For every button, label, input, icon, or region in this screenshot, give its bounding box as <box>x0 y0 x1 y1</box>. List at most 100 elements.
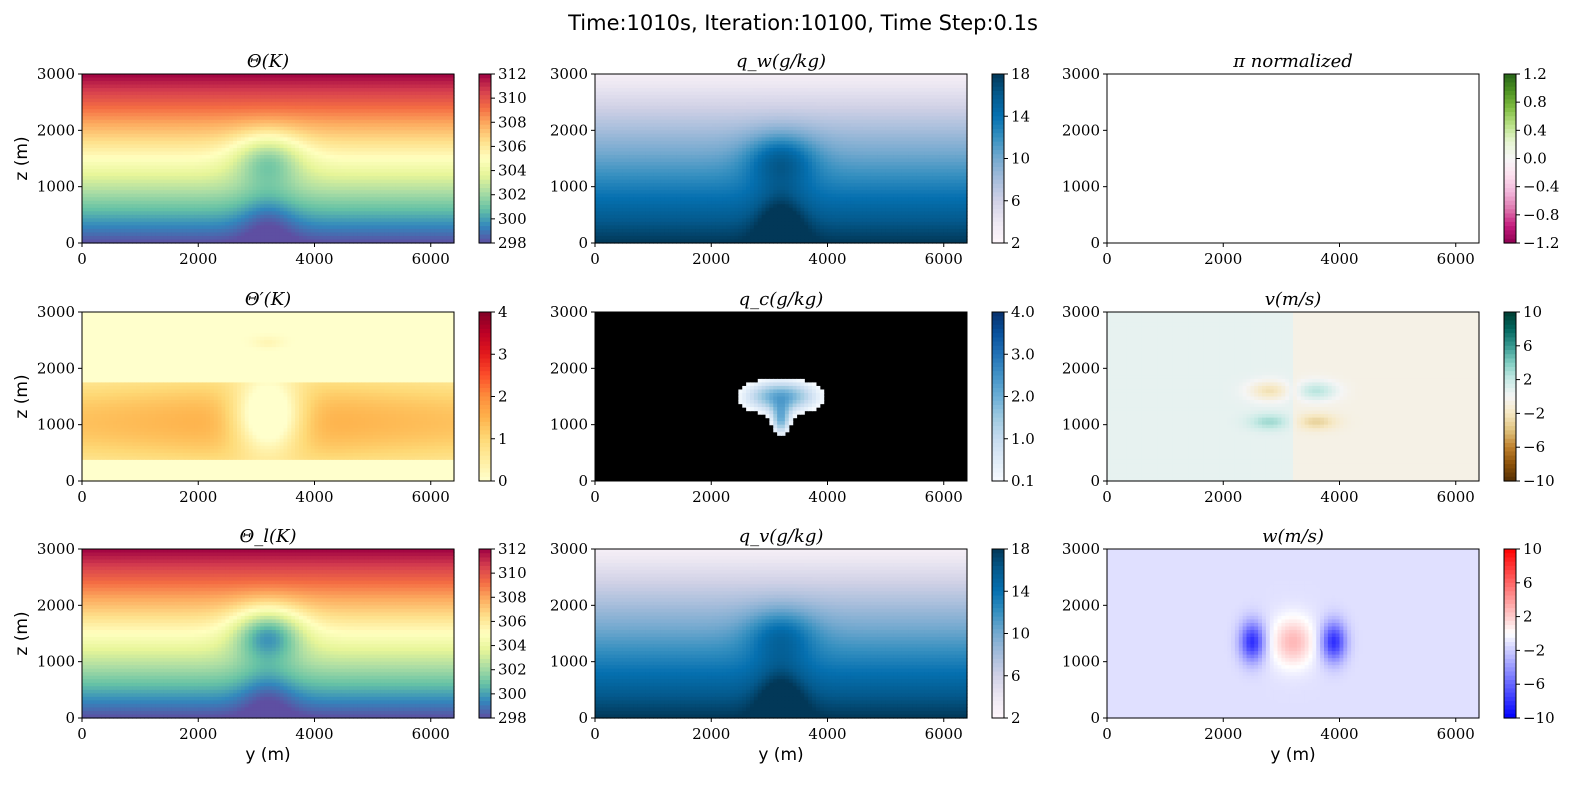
colorbar-tick-label: 2 <box>1011 234 1021 252</box>
colorbar-tick-label: 10 <box>1523 540 1542 558</box>
y-tick-label: 2000 <box>1062 359 1100 377</box>
colorbar: 2 6 10 14 18 <box>992 65 1030 252</box>
x-tick-label: 4000 <box>295 725 333 743</box>
x-tick-label: 6000 <box>412 725 450 743</box>
panel-title: v(m/s) <box>1265 289 1322 310</box>
colorbar-tick-label: −2 <box>1523 404 1545 422</box>
colorbar-tick-label: 300 <box>498 210 527 228</box>
colorbar-tick-label: 306 <box>498 612 527 630</box>
colorbar-tick-label: −10 <box>1523 472 1555 490</box>
colorbar-tick-label: 308 <box>498 588 527 606</box>
colorbar-tick-label: 2 <box>498 388 508 406</box>
heatmap-qc <box>595 312 967 481</box>
colorbar-tick-label: 6 <box>1011 192 1021 210</box>
colorbar-tick-label: 2 <box>1523 371 1533 389</box>
y-tick-label: 1000 <box>37 416 75 434</box>
colorbar-tick-label: 14 <box>1011 107 1030 125</box>
colorbar-tick-label: −0.8 <box>1523 206 1559 224</box>
x-tick-label: 0 <box>77 725 87 743</box>
y-tick-label: 2000 <box>37 596 75 614</box>
x-tick-label: 6000 <box>412 488 450 506</box>
y-tick-label: 1000 <box>37 178 75 196</box>
y-tick-label: 1000 <box>550 653 588 671</box>
colorbar-tick-label: 10 <box>1011 150 1030 168</box>
x-tick-label: 0 <box>590 725 600 743</box>
colorbar-tick-label: 0.4 <box>1523 121 1547 139</box>
x-tick-label: 4000 <box>295 488 333 506</box>
x-tick-label: 2000 <box>1204 250 1242 268</box>
colorbar-tick-label: 14 <box>1011 582 1030 600</box>
colorbar-tick-label: 2 <box>1011 709 1021 727</box>
y-axis-label: z (m) <box>12 136 32 180</box>
colorbar-tick-label: 18 <box>1011 65 1030 83</box>
y-tick-label: 0 <box>578 709 588 727</box>
x-tick-label: 2000 <box>179 725 217 743</box>
x-tick-label: 0 <box>1102 725 1112 743</box>
x-tick-label: 4000 <box>295 250 333 268</box>
x-tick-label: 6000 <box>925 250 963 268</box>
y-tick-label: 3000 <box>37 540 75 558</box>
y-tick-label: 0 <box>578 472 588 490</box>
y-tick-label: 1000 <box>550 178 588 196</box>
colorbar-tick-label: 302 <box>498 661 527 679</box>
y-axis-label: z (m) <box>12 374 32 418</box>
colorbar-tick-label: −2 <box>1523 641 1545 659</box>
panel-qc: q_c(g/kg)0 2000 4000 600001000200030000.11.… <box>550 289 1035 506</box>
heatmap-v <box>1107 312 1480 482</box>
x-tick-label: 6000 <box>1437 488 1475 506</box>
y-tick-label: 1000 <box>550 416 588 434</box>
y-tick-label: 2000 <box>1062 596 1100 614</box>
colorbar-tick-label: 0.0 <box>1523 150 1547 168</box>
x-tick-label: 0 <box>590 488 600 506</box>
colorbar-tick-label: 6 <box>1523 337 1533 355</box>
panel-title: w(m/s) <box>1262 526 1324 547</box>
y-tick-label: 3000 <box>37 65 75 83</box>
colorbar-tick-label: 0.1 <box>1011 472 1035 490</box>
colorbar: −1.2−0.8−0.40.00.40.81.2 <box>1504 65 1559 252</box>
colorbar-tick-label: 1.0 <box>1011 430 1035 448</box>
colorbar-tick-label: −0.4 <box>1523 178 1559 196</box>
colorbar-tick-label: 310 <box>498 564 527 582</box>
colorbar-tick-label: 312 <box>498 65 527 83</box>
x-tick-label: 4000 <box>1320 488 1358 506</box>
y-tick-label: 2000 <box>550 596 588 614</box>
x-tick-label: 0 <box>77 488 87 506</box>
heatmap-qw <box>595 74 968 244</box>
panel-title: q_c(g/kg) <box>739 289 824 310</box>
x-tick-label: 2000 <box>1204 725 1242 743</box>
colorbar-tick-label: 298 <box>498 234 527 252</box>
y-tick-label: 1000 <box>1062 178 1100 196</box>
panel-title: Θ(K) <box>247 51 289 72</box>
x-tick-label: 6000 <box>925 725 963 743</box>
colorbar-tick-label: 0.8 <box>1523 93 1547 111</box>
x-tick-label: 4000 <box>1320 250 1358 268</box>
x-tick-label: 0 <box>590 250 600 268</box>
x-tick-label: 2000 <box>692 488 730 506</box>
x-tick-label: 2000 <box>179 250 217 268</box>
x-tick-label: 6000 <box>925 488 963 506</box>
panel-qw: q_w(g/kg)0 2000 4000 6000010002000300026101… <box>550 51 1030 268</box>
y-tick-label: 1000 <box>1062 416 1100 434</box>
x-tick-label: 0 <box>77 250 87 268</box>
colorbar-tick-label: 0 <box>498 472 508 490</box>
panel-title: Θ_l(K) <box>239 526 296 547</box>
colorbar-tick-label: 302 <box>498 186 527 204</box>
colorbar-tick-label: 2 <box>1523 608 1533 626</box>
y-tick-label: 0 <box>1090 709 1100 727</box>
colorbar-tick-label: 6 <box>1011 667 1021 685</box>
y-tick-label: 2000 <box>1062 121 1100 139</box>
y-tick-label: 0 <box>578 234 588 252</box>
panel-v: v(m/s)0 2000 4000 60000100020003000−10−6−22… <box>1062 289 1555 506</box>
heatmap-theta <box>82 74 455 244</box>
y-tick-label: 3000 <box>550 65 588 83</box>
colorbar-tick-label: 306 <box>498 137 527 155</box>
heatmap-pi <box>1107 74 1479 243</box>
